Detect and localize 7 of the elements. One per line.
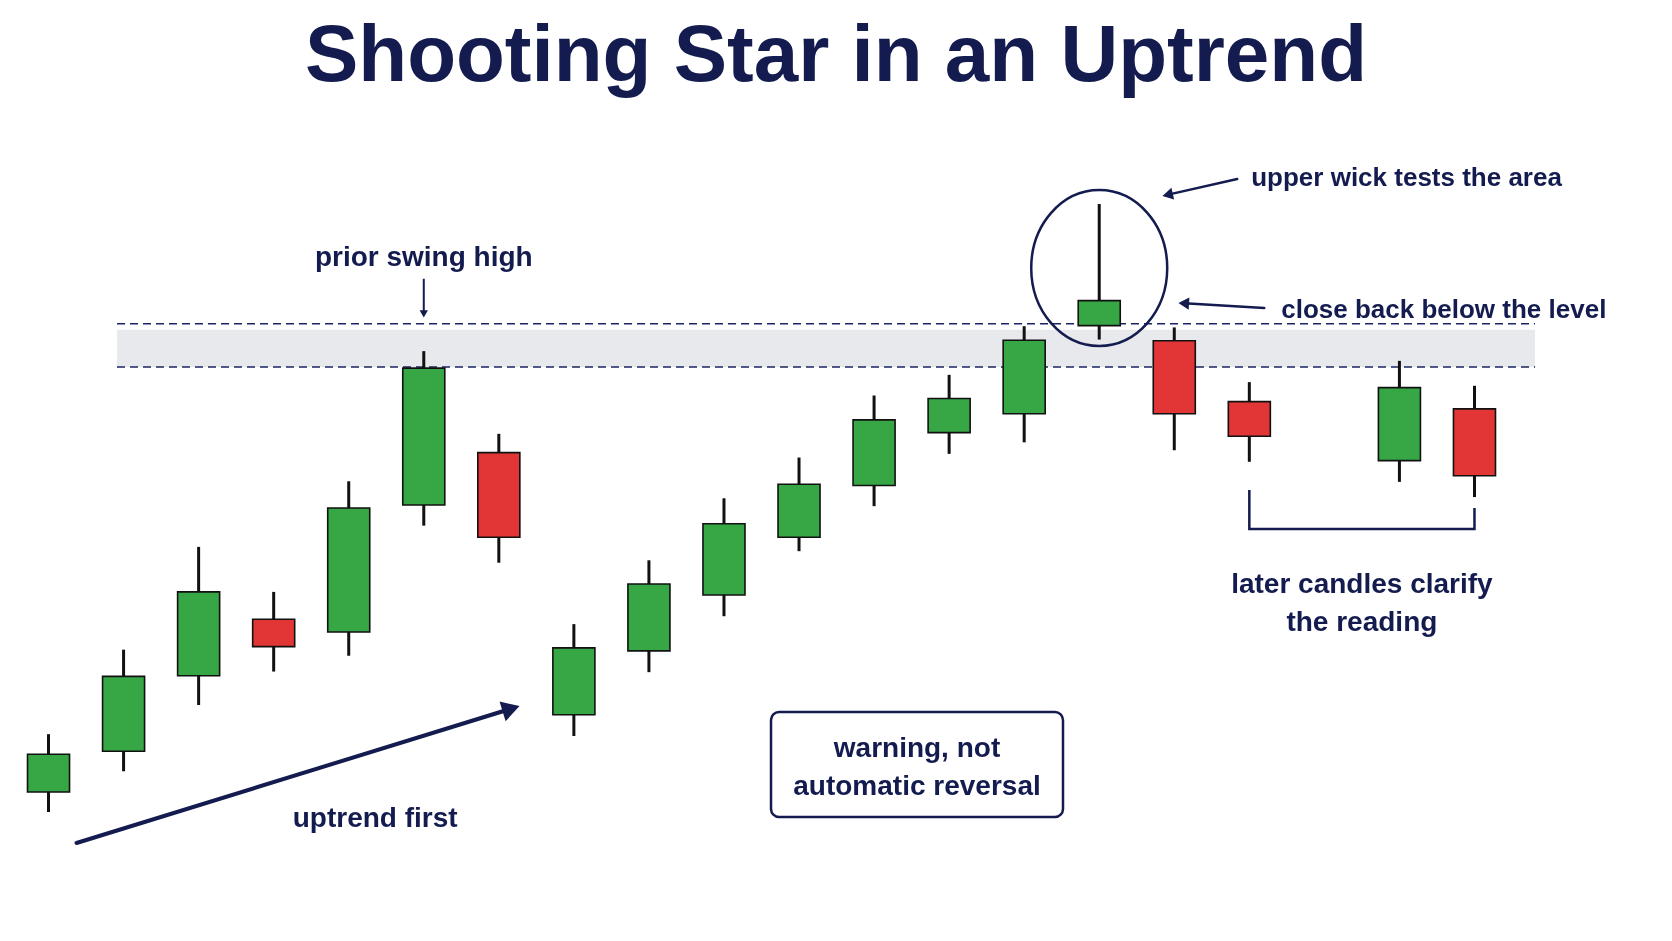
annotation: warning, not automatic reversal [793, 732, 1041, 801]
annotation: close back below the level [1281, 294, 1607, 324]
chart-title: Shooting Star in an Uptrend [304, 9, 1368, 98]
ref-line-label: prior swing high [314, 240, 533, 272]
text: upper wick tests the area [1251, 162, 1563, 192]
annotation: later candles clarify the reading [1231, 568, 1494, 637]
annotation: uptrend first [292, 802, 458, 833]
